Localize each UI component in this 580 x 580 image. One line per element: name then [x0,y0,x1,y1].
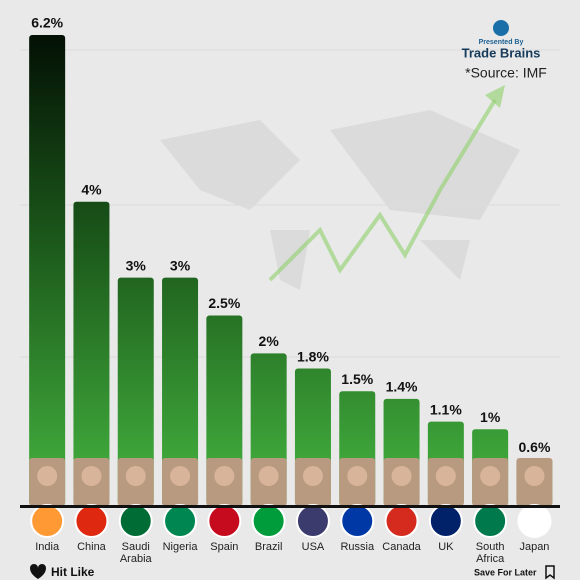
flag [295,504,330,538]
value-label: 2.5% [208,295,240,311]
baseline [20,505,560,508]
trend-arrow [268,98,497,282]
value-label: 3% [126,257,147,273]
face [214,466,235,486]
face [125,466,146,486]
face [37,466,58,486]
bar [206,315,243,505]
flag [74,504,109,538]
flag [428,504,463,538]
x-tick-label: China [77,541,107,553]
face [258,466,279,486]
face [391,466,412,486]
value-label: 6.2% [31,15,63,31]
save-later: Save For Later [474,567,537,577]
flag [473,504,508,538]
flag [118,504,153,538]
x-tick-label: Saudi Arabia [120,541,153,565]
flag [384,504,419,538]
x-tick-label: Canada [382,541,421,553]
bar [73,201,110,505]
value-label: 1.5% [341,371,373,387]
x-tick-label: Russia [340,541,375,553]
bookmark-icon [545,565,555,580]
x-tick-label: Spain [210,541,238,553]
presented-by: Presented By [479,39,524,46]
value-label: 4% [81,181,102,197]
x-tick-label: UK [438,541,454,553]
bar [162,277,199,505]
heart-icon [30,564,46,579]
source: *Source: IMF [465,65,547,81]
value-label: 1% [480,409,501,425]
face [347,466,368,486]
value-label: 1.8% [297,348,329,364]
value-label: 3% [170,257,191,273]
x-tick-label: USA [302,541,325,553]
value-label: 2% [259,333,280,349]
logo [493,20,509,36]
face [170,466,191,486]
face [524,466,545,486]
flag [251,504,286,538]
face [302,466,323,486]
x-tick-label: Brazil [255,541,283,553]
x-tick-label: India [35,541,60,553]
value-label: 0.6% [518,439,550,455]
bar [117,277,154,505]
flag [30,504,65,538]
value-label: 1.4% [386,379,418,395]
flag [207,504,242,538]
face [480,466,501,486]
value-label: 1.1% [430,401,462,417]
bar [29,35,66,505]
x-tick-label: South Africa [476,541,505,565]
hit-like: Hit Like [51,565,95,579]
flag [517,504,552,538]
face [435,466,456,486]
decor [20,49,560,358]
x-tick-label: Nigeria [163,541,199,553]
flag [340,504,375,538]
brand: Trade Brains [462,45,541,60]
x-tick-label: Japan [519,541,549,553]
face [81,466,102,486]
flag [163,504,198,538]
arrow-head [485,85,505,108]
